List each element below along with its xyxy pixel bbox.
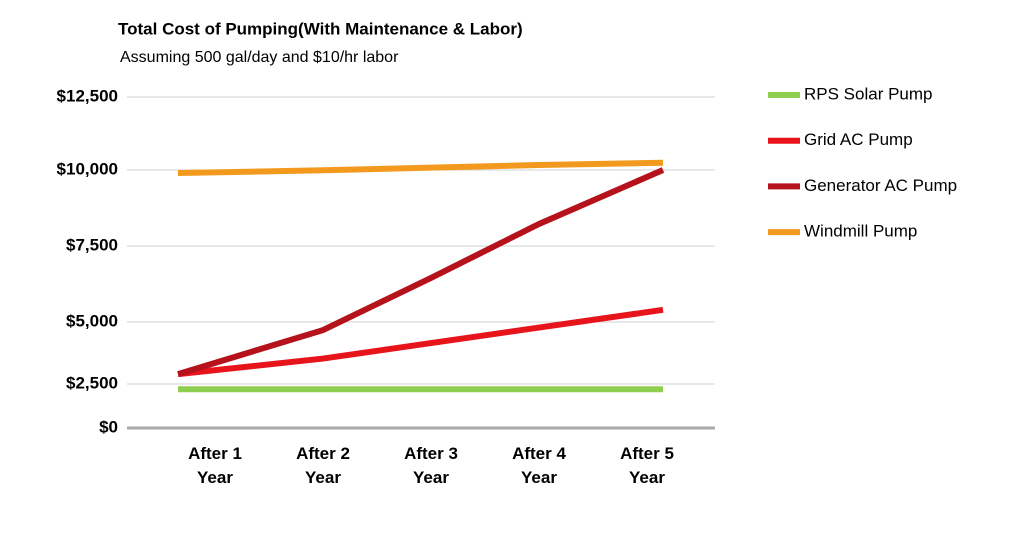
x-tick-label: After 3 Year xyxy=(404,444,458,487)
x-tick-label: After 1 Year xyxy=(188,444,242,487)
y-tick-label: $0 xyxy=(99,417,118,436)
x-tick-label: After 5 Year xyxy=(620,444,674,487)
legend-label: Generator AC Pump xyxy=(804,176,957,195)
series-line xyxy=(177,306,664,378)
chart-title: Total Cost of Pumping(With Maintenance &… xyxy=(118,19,523,38)
y-tick-label: $7,500 xyxy=(66,235,118,254)
y-tick-label: $5,000 xyxy=(66,311,118,330)
y-tick-label: $2,500 xyxy=(66,373,118,392)
series-line xyxy=(177,167,665,377)
chart-subtitle: Assuming 500 gal/day and $10/hr labor xyxy=(120,49,399,66)
legend-label: Windmill Pump xyxy=(804,222,917,241)
series-line xyxy=(177,159,664,177)
legend-label: Grid AC Pump xyxy=(804,130,913,149)
x-tick-label: After 4 Year xyxy=(512,444,566,487)
x-tick-label: After 2 Year xyxy=(296,444,350,487)
y-tick-label: $12,500 xyxy=(57,86,118,105)
y-tick-label: $10,000 xyxy=(57,159,118,178)
legend-label: RPS Solar Pump xyxy=(804,84,933,103)
